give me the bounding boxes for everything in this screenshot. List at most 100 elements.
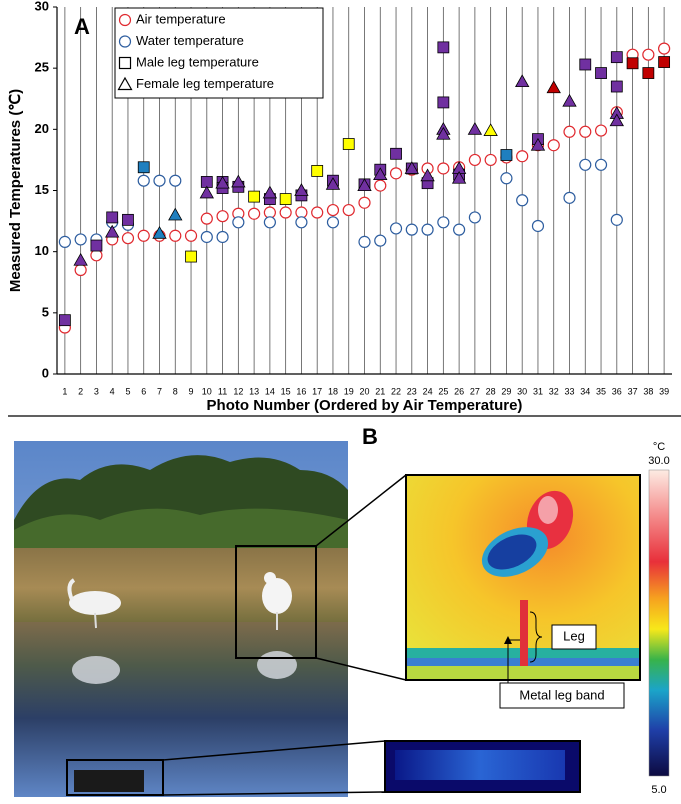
point bbox=[563, 191, 576, 204]
point bbox=[153, 174, 166, 187]
x-tick-label: 31 bbox=[533, 386, 543, 396]
point bbox=[483, 123, 498, 136]
point bbox=[421, 223, 434, 236]
x-tick-label: 21 bbox=[375, 386, 385, 396]
panel-b: B bbox=[14, 424, 670, 797]
x-tick-label: 23 bbox=[407, 386, 417, 396]
y-tick-label: 25 bbox=[35, 60, 49, 75]
x-tick-label: 34 bbox=[580, 386, 590, 396]
point bbox=[294, 183, 309, 196]
point bbox=[58, 314, 71, 327]
point bbox=[137, 229, 150, 242]
point bbox=[326, 216, 340, 229]
legend-label: Water temperature bbox=[136, 33, 244, 48]
point bbox=[579, 125, 592, 138]
point bbox=[451, 170, 467, 184]
point bbox=[468, 211, 481, 224]
point bbox=[279, 193, 292, 205]
x-tick-label: 28 bbox=[486, 386, 496, 396]
point bbox=[500, 149, 513, 161]
legend-label: Female leg temperature bbox=[136, 76, 274, 91]
point bbox=[515, 74, 530, 88]
point bbox=[357, 178, 372, 192]
point bbox=[610, 51, 623, 64]
point bbox=[404, 161, 419, 174]
point bbox=[642, 48, 655, 61]
callout-band: Metal leg band bbox=[519, 687, 604, 702]
point bbox=[626, 57, 639, 70]
point bbox=[437, 162, 450, 175]
point bbox=[342, 203, 355, 217]
y-tick-label: 0 bbox=[42, 365, 49, 380]
x-tick-label: 13 bbox=[249, 386, 259, 396]
thermal-image bbox=[405, 474, 641, 681]
legend-marker bbox=[117, 76, 133, 91]
point bbox=[74, 263, 87, 277]
point bbox=[121, 232, 135, 245]
point bbox=[658, 42, 671, 55]
point bbox=[579, 158, 592, 171]
point bbox=[232, 216, 245, 229]
x-tick-label: 16 bbox=[296, 386, 306, 396]
colorbar-max: 30.0 bbox=[648, 455, 669, 467]
point bbox=[436, 126, 451, 140]
point bbox=[169, 229, 182, 242]
point bbox=[563, 125, 576, 138]
point bbox=[562, 93, 577, 107]
point bbox=[420, 168, 435, 182]
x-tick-label: 17 bbox=[312, 386, 322, 396]
x-tick-label: 11 bbox=[218, 386, 227, 396]
y-axis-title: Measured Temperatures (℃) bbox=[7, 89, 24, 292]
point bbox=[342, 138, 355, 150]
point bbox=[262, 185, 278, 199]
x-tick-label: 27 bbox=[470, 386, 480, 396]
x-tick-label: 20 bbox=[359, 386, 369, 396]
point bbox=[326, 203, 340, 217]
point bbox=[531, 219, 545, 233]
point bbox=[248, 207, 261, 220]
x-tick-label: 18 bbox=[328, 386, 338, 396]
x-tick-label: 25 bbox=[438, 386, 448, 396]
x-tick-label: 26 bbox=[454, 386, 464, 396]
point bbox=[547, 139, 560, 152]
point bbox=[453, 223, 466, 236]
point bbox=[137, 161, 150, 174]
x-tick-label: 3 bbox=[94, 386, 99, 396]
y-tick-label: 15 bbox=[35, 182, 49, 197]
point bbox=[530, 137, 546, 151]
point bbox=[437, 96, 450, 109]
point bbox=[484, 153, 497, 167]
panel-label: A bbox=[74, 14, 90, 39]
x-tick-label: 39 bbox=[659, 386, 669, 396]
point bbox=[199, 185, 214, 199]
point bbox=[152, 226, 167, 239]
legend-label: Male leg temperature bbox=[136, 54, 259, 69]
x-tick-label: 33 bbox=[564, 386, 574, 396]
x-tick-label: 37 bbox=[628, 386, 638, 396]
point bbox=[500, 172, 513, 185]
x-tick-label: 4 bbox=[110, 386, 115, 396]
point bbox=[516, 150, 529, 163]
y-tick-label: 5 bbox=[42, 304, 49, 319]
point bbox=[122, 213, 134, 226]
point bbox=[263, 216, 276, 229]
field-photo bbox=[14, 441, 348, 797]
point bbox=[373, 167, 388, 180]
point bbox=[610, 213, 623, 226]
x-tick-label: 19 bbox=[344, 386, 354, 396]
point bbox=[200, 230, 213, 244]
x-tick-label: 15 bbox=[281, 386, 291, 396]
x-tick-label: 7 bbox=[157, 386, 162, 396]
x-tick-label: 14 bbox=[265, 386, 275, 396]
point bbox=[137, 174, 150, 187]
x-tick-label: 2 bbox=[78, 386, 83, 396]
point bbox=[437, 41, 450, 54]
point bbox=[389, 222, 403, 235]
point bbox=[467, 122, 483, 135]
point bbox=[516, 194, 529, 207]
y-tick-label: 20 bbox=[35, 121, 49, 136]
x-tick-label: 38 bbox=[643, 386, 653, 396]
x-tick-label: 10 bbox=[202, 386, 212, 396]
legend-box bbox=[114, 7, 324, 99]
legend-marker bbox=[118, 35, 132, 48]
